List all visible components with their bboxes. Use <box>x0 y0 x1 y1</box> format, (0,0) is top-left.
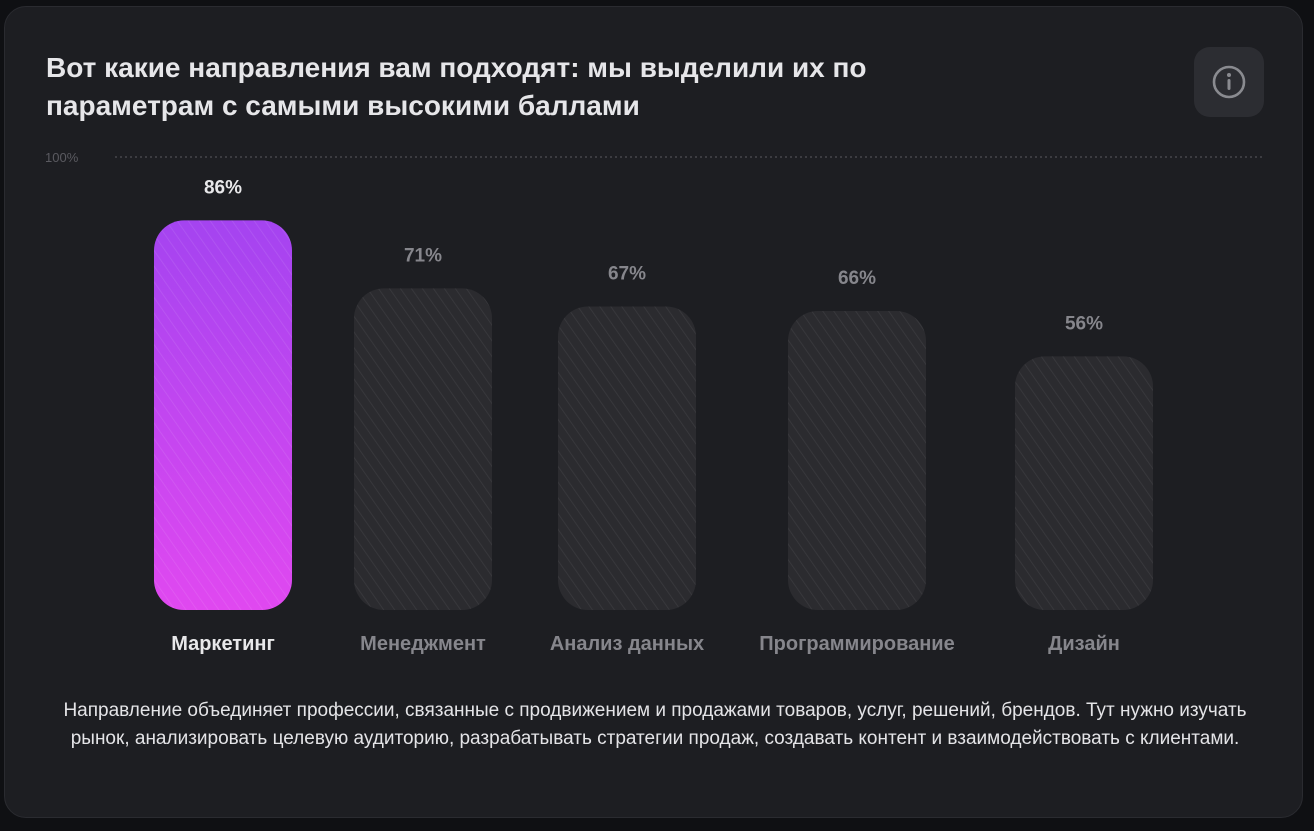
page-title: Вот какие направления вам подходят: мы в… <box>46 52 867 121</box>
value-label-1: 86% <box>204 177 242 198</box>
bar-4 <box>788 311 926 610</box>
results-card: Вот какие направления вам подходят: мы в… <box>4 6 1303 818</box>
category-label-5: Дизайн <box>1048 633 1120 655</box>
bar-1 <box>154 220 292 611</box>
category-label-2: Менеджмент <box>360 633 486 655</box>
value-label-3: 67% <box>608 263 646 284</box>
info-button[interactable] <box>1194 47 1264 117</box>
value-label-5: 56% <box>1065 313 1103 334</box>
reference-line-label: 100% <box>45 150 79 165</box>
bar-5 <box>1015 356 1153 610</box>
direction-description: Направление объединяет профессии, связан… <box>63 700 1247 749</box>
category-label-4: Программирование <box>759 633 954 655</box>
bar-3 <box>558 306 696 610</box>
info-circle-icon <box>1212 65 1246 99</box>
bar-texture-1 <box>154 220 292 611</box>
value-label-2: 71% <box>404 245 442 266</box>
value-label-4: 66% <box>838 268 876 289</box>
bar-2 <box>354 288 492 610</box>
category-label-1: Маркетинг <box>171 633 275 655</box>
category-label-3: Анализ данных <box>550 633 704 655</box>
